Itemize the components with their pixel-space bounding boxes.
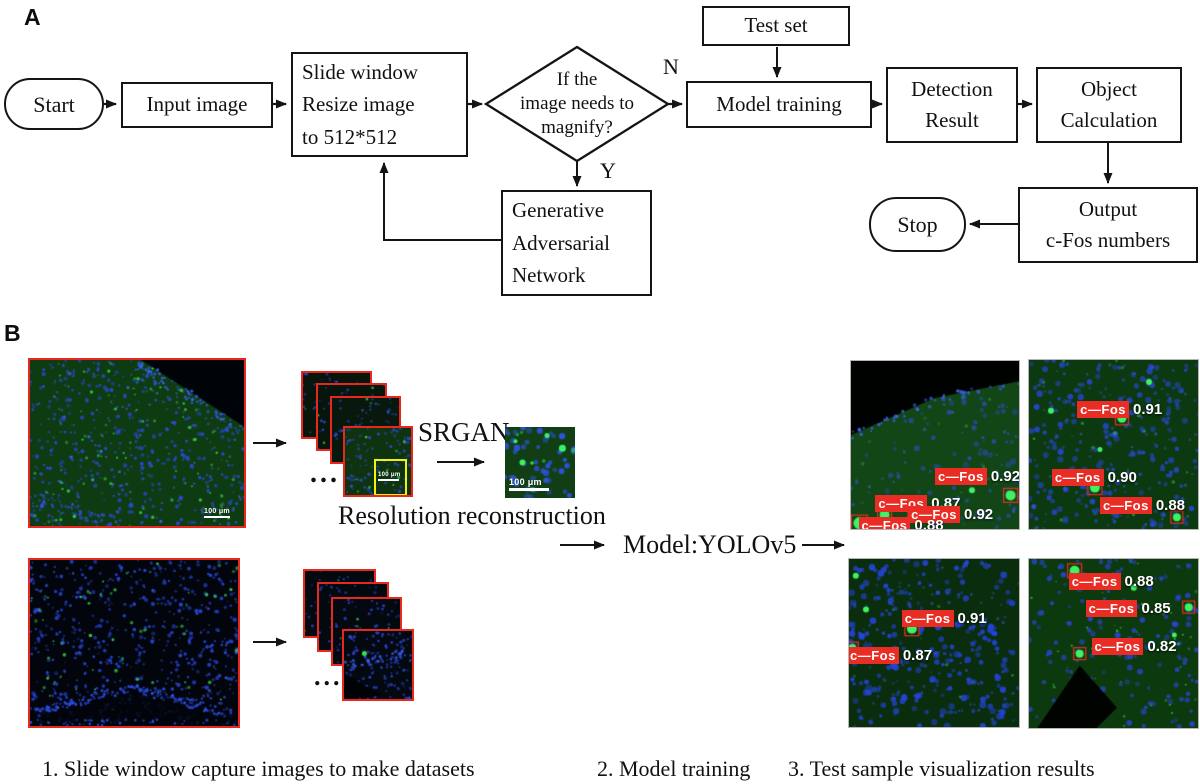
panel-b-label: B xyxy=(4,320,21,346)
scale-bar-crop-line xyxy=(378,479,399,481)
scale-bar-recon-text: 100 μm xyxy=(509,477,542,487)
detection-tag: c—Fos xyxy=(1077,400,1129,418)
node-test-set: Test set xyxy=(702,6,850,46)
stack1-image-4: 100 μm xyxy=(343,426,413,497)
micrograph-large-2 xyxy=(28,558,240,728)
node-gan: Generative Adversarial Network xyxy=(501,190,652,296)
detection-score: 0.92 xyxy=(990,467,1020,485)
caption-step1: 1. Slide window capture images to make d… xyxy=(42,756,475,781)
detection-tag: c—Fos xyxy=(901,610,954,628)
resolution-caption: Resolution reconstruction xyxy=(338,501,606,530)
arrow-gan-feedback-to-slide xyxy=(379,162,501,241)
scale-bar-crop-text: 100 μm xyxy=(378,472,401,478)
detection-label: c—Fos 0.88 xyxy=(1099,496,1186,514)
detection-score: 0.91 xyxy=(1133,400,1163,418)
reconstructed-image: 100 μm xyxy=(505,427,575,498)
detection-label: c—Fos 0.88 xyxy=(1068,572,1154,590)
detection-tag: c—Fos xyxy=(1051,469,1104,486)
detection-image-top-left: c—Fos 0.92 c—Fos 0.87 c—Fos 0.92 c—Fos 0.88 xyxy=(850,360,1020,530)
node-input-image: Input image xyxy=(121,82,273,128)
detection-label: c—Fos 0.92 xyxy=(935,467,1020,485)
detection-score: 0.90 xyxy=(1107,469,1137,486)
detection-image-bottom-left: c—Fos 0.91 c—Fos 0.87 xyxy=(848,558,1020,728)
detection-tag: c—Fos xyxy=(849,647,899,665)
detection-label: c—Fos 0.82 xyxy=(1091,637,1177,655)
scale-bar-large-1: 100 μm xyxy=(204,508,230,518)
detection-score: 0.85 xyxy=(1141,600,1171,618)
scale-bar-large-1-line xyxy=(204,516,230,518)
micrograph-large-2-canvas xyxy=(30,560,238,726)
detection-tag: c—Fos xyxy=(1099,496,1152,514)
detection-image-bottom-left-canvas xyxy=(849,559,1019,727)
detection-label: c—Fos 0.91 xyxy=(901,610,987,628)
detection-tag: c—Fos xyxy=(908,506,960,524)
detection-score: 0.87 xyxy=(902,647,933,665)
detection-score: 0.82 xyxy=(1147,637,1177,655)
detection-label: c—Fos 0.87 xyxy=(849,647,933,665)
detection-score: 0.88 xyxy=(1124,572,1154,590)
stack2-image-4-canvas xyxy=(344,631,412,699)
node-detection-result: Detection Result xyxy=(886,67,1018,143)
node-stop: Stop xyxy=(869,197,966,252)
caption-step2: 2. Model training xyxy=(597,756,751,781)
detection-score: 0.91 xyxy=(957,610,987,628)
branch-no-label: N xyxy=(663,54,679,79)
detection-tag: c—Fos xyxy=(1085,600,1138,618)
node-slide-window: Slide window Resize image to 512*512 xyxy=(291,52,468,157)
stack1-image-4-canvas xyxy=(345,428,411,495)
yolov5-label: Model:YOLOv5 xyxy=(623,530,797,559)
scale-bar-recon-line xyxy=(509,488,549,491)
detection-label: c—Fos 0.91 xyxy=(1077,400,1163,418)
branch-yes-label: Y xyxy=(600,158,616,183)
detection-tag: c—Fos xyxy=(1068,572,1121,590)
detection-tag: c—Fos xyxy=(858,517,911,529)
detection-score: 0.92 xyxy=(963,506,994,524)
srgan-label: SRGAN xyxy=(418,417,510,447)
panel-a-label: A xyxy=(24,4,41,30)
stack2-image-4 xyxy=(342,629,414,701)
stack2-ellipsis: ... xyxy=(314,662,343,691)
detection-label: c—Fos 0.85 xyxy=(1085,600,1171,618)
node-output-cfos: Output c-Fos numbers xyxy=(1018,187,1198,263)
crop-region-box: 100 μm xyxy=(374,459,407,495)
node-model-training: Model training xyxy=(686,81,872,128)
detection-label: c—Fos 0.88 xyxy=(858,517,944,530)
micrograph-large-1-canvas xyxy=(30,360,244,526)
detection-score: 0.88 xyxy=(914,517,944,530)
detection-image-top-right: c—Fos 0.91 c—Fos 0.90 c—Fos 0.88 xyxy=(1028,359,1199,530)
detection-label: c—Fos 0.92 xyxy=(908,506,994,524)
detection-tag: c—Fos xyxy=(1091,637,1144,655)
scale-bar-large-1-text: 100 μm xyxy=(204,508,230,515)
reconstructed-image-canvas xyxy=(505,427,575,498)
node-object-calculation: Object Calculation xyxy=(1036,67,1182,143)
detection-tag: c—Fos xyxy=(935,467,987,485)
scale-bar-recon: 100 μm xyxy=(509,477,549,491)
micrograph-large-1: 100 μm xyxy=(28,358,246,528)
node-decision-label: If the image needs to magnify? xyxy=(520,69,634,138)
scale-bar-crop: 100 μm xyxy=(378,472,400,481)
detection-image-bottom-right: c—Fos 0.88 c—Fos 0.85 c—Fos 0.82 xyxy=(1028,558,1199,729)
node-start: Start xyxy=(4,78,104,130)
detection-score: 0.88 xyxy=(1155,496,1186,514)
detection-label: c—Fos 0.90 xyxy=(1051,469,1137,486)
caption-step3: 3. Test sample visualization results xyxy=(788,756,1095,781)
